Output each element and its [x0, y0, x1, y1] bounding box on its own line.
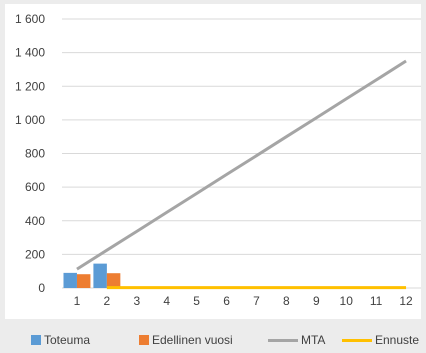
y-tick-label: 400	[25, 214, 45, 228]
legend: Toteuma Edellinen vuosi MTA Ennuste	[0, 330, 426, 350]
legend-swatch-mta	[268, 338, 298, 342]
legend-item-toteuma: Toteuma	[31, 330, 90, 350]
x-tick-label: 6	[223, 294, 230, 308]
x-tick-label: 4	[163, 294, 170, 308]
y-tick-label: 1 200	[15, 79, 45, 93]
x-tick-label: 10	[340, 294, 354, 308]
legend-label-ennuste: Ennuste	[375, 333, 420, 347]
x-tick-label: 12	[399, 294, 413, 308]
legend-label-mta: MTA	[301, 333, 326, 347]
bar-toteuma	[93, 263, 107, 288]
y-tick-label: 200	[25, 247, 45, 261]
x-tick-label: 7	[253, 294, 260, 308]
x-tick-label: 8	[283, 294, 290, 308]
x-tick-label: 3	[133, 294, 140, 308]
line-series	[76, 59, 407, 290]
legend-item-mta: MTA	[268, 330, 325, 350]
legend-label-edellinen-vuosi: Edellinen vuosi	[152, 333, 233, 347]
y-tick-label: 1 000	[15, 113, 45, 127]
x-tick-label: 11	[370, 294, 383, 308]
gridlines	[62, 18, 421, 289]
y-tick-label: 0	[38, 281, 45, 295]
y-tick-label: 600	[25, 180, 45, 194]
legend-swatch-toteuma	[31, 335, 41, 345]
legend-swatch-ennuste	[342, 338, 372, 342]
legend-item-edellinen-vuosi: Edellinen vuosi	[139, 330, 233, 350]
bar-edellinen-vuosi	[106, 273, 121, 288]
line-mta	[76, 59, 407, 271]
legend-item-ennuste: Ennuste	[342, 330, 419, 350]
y-axis-tick-labels: 0 200 400 600 800 1 000 1 200 1 400 1 600	[15, 12, 45, 295]
y-tick-label: 1 600	[15, 12, 45, 26]
x-tick-label: 9	[313, 294, 320, 308]
x-axis-tick-labels: 1 2 3 4 5 6 7 8 9 10 11 12	[74, 294, 413, 308]
x-tick-label: 1	[74, 294, 81, 308]
bar-toteuma	[63, 272, 77, 288]
x-tick-label: 2	[104, 294, 111, 308]
bar-series	[63, 263, 121, 288]
y-tick-label: 1 400	[15, 46, 45, 60]
legend-label-toteuma: Toteuma	[44, 333, 91, 347]
x-tick-label: 5	[193, 294, 200, 308]
legend-swatch-edellinen-vuosi	[139, 335, 149, 345]
bar-edellinen-vuosi	[76, 274, 91, 288]
y-tick-label: 800	[25, 147, 45, 161]
